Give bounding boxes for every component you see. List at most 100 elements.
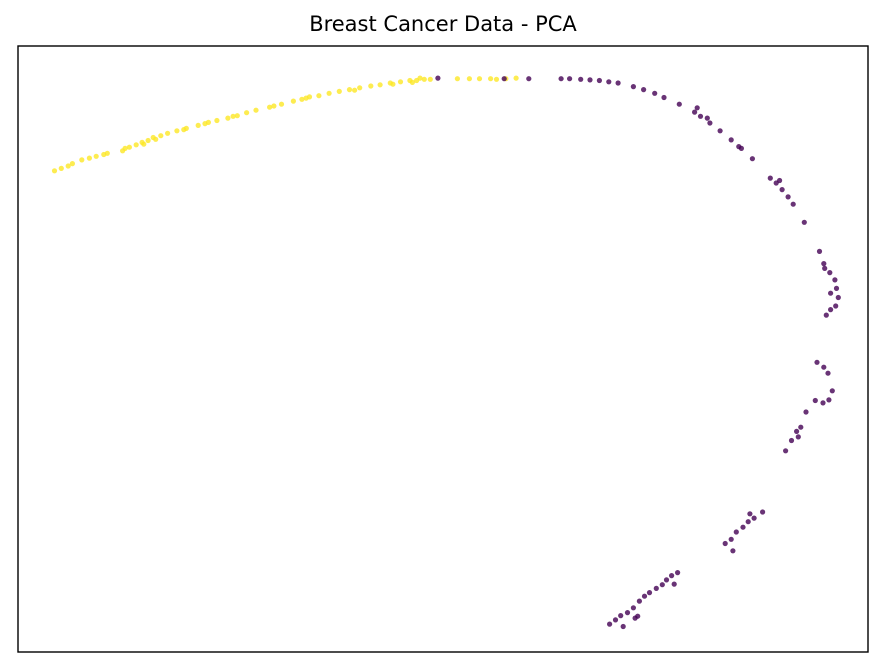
scatter-point: [641, 87, 647, 93]
scatter-point: [141, 141, 147, 147]
scatter-point: [417, 75, 423, 81]
scatter-point: [596, 77, 603, 84]
scatter-point: [814, 359, 820, 365]
scatter-point: [812, 397, 818, 404]
scatter-point: [653, 585, 659, 592]
scatter-point: [104, 150, 110, 156]
scatter-point: [833, 285, 840, 291]
scatter-point: [278, 101, 285, 107]
scatter-point: [488, 76, 494, 82]
scatter-point: [675, 570, 681, 576]
scatter-point: [501, 76, 507, 82]
scatter-point: [728, 536, 734, 542]
chart-title: Breast Cancer Data - PCA: [309, 12, 577, 36]
scatter-point: [733, 529, 739, 535]
scatter-point: [730, 548, 736, 554]
scatter-point: [181, 127, 187, 133]
scatter-point: [825, 370, 831, 376]
scatter-point: [632, 615, 638, 621]
scatter-point: [798, 424, 804, 430]
scatter-point: [747, 511, 753, 517]
scatter-point: [234, 113, 240, 119]
scatter-point: [122, 145, 128, 151]
scatter-point: [316, 93, 322, 99]
scatter-point: [785, 194, 791, 200]
scatter-point: [69, 161, 75, 167]
scatter-point: [153, 136, 159, 142]
scatter-point: [612, 617, 619, 623]
scatter-point: [326, 90, 332, 96]
scatter-point: [717, 128, 723, 134]
scatter-point: [624, 610, 631, 616]
scatter-point: [832, 277, 838, 283]
scatter-point: [336, 88, 342, 94]
scatter-point: [692, 109, 698, 115]
scatter-point: [821, 261, 827, 267]
scatter-point: [271, 103, 277, 109]
scatter-point: [816, 248, 823, 254]
scatter-point: [671, 581, 677, 587]
scatter-point: [767, 175, 773, 181]
scatter-point: [79, 157, 85, 163]
scatter-point: [659, 582, 665, 588]
data-points: [51, 75, 841, 630]
scatter-point: [728, 137, 734, 143]
scatter-point: [833, 303, 839, 309]
scatter-point: [377, 82, 383, 88]
scatter-point: [663, 577, 670, 583]
scatter-point: [620, 623, 626, 630]
scatter-point: [636, 598, 643, 604]
scatter-point: [760, 509, 766, 515]
scatter-point: [427, 76, 433, 82]
scatter-point: [615, 80, 621, 86]
scatter-point: [618, 613, 624, 619]
scatter-point: [652, 90, 658, 96]
scatter-point: [835, 294, 841, 301]
scatter-point: [790, 201, 796, 207]
scatter-point: [299, 96, 305, 102]
scatter-point: [694, 105, 700, 111]
scatter-point: [829, 388, 835, 394]
scatter-point: [303, 95, 309, 101]
scatter-point: [783, 448, 789, 454]
scatter-point: [352, 87, 358, 93]
scatter-point: [58, 165, 64, 171]
scatter-point: [827, 270, 833, 276]
scatter-point: [409, 79, 415, 85]
scatter-point: [821, 364, 827, 370]
scatter-point: [133, 142, 139, 148]
scatter-point: [777, 177, 783, 184]
scatter-point: [661, 94, 667, 101]
scatter-point: [795, 434, 801, 440]
scatter-point: [476, 76, 483, 82]
scatter-point: [454, 76, 460, 82]
scatter-point: [676, 101, 682, 107]
plot-frame: [17, 45, 869, 653]
scatter-point: [704, 115, 710, 121]
scatter-point: [202, 121, 208, 127]
scatter-point: [126, 144, 132, 150]
scatter-point: [823, 312, 829, 318]
scatter-point: [751, 515, 757, 521]
scatter-point: [794, 428, 800, 434]
scatter-point: [225, 115, 231, 121]
scatter-point: [646, 590, 653, 596]
scatter-point: [587, 77, 593, 83]
scatter-point: [244, 110, 250, 116]
scatter-point: [513, 75, 519, 81]
scatter-point: [779, 187, 785, 193]
scatter-point: [86, 155, 92, 161]
scatter-point: [421, 76, 427, 82]
scatter-point: [607, 621, 613, 627]
scatter-point: [65, 163, 71, 169]
scatter-point: [466, 76, 472, 82]
scatter-point: [828, 290, 834, 296]
scatter-point: [697, 113, 704, 119]
scatter-point: [828, 307, 834, 313]
scatter-point: [253, 107, 259, 113]
scatter-point: [567, 76, 573, 82]
scatter-point: [578, 76, 584, 82]
scatter-point: [357, 85, 363, 91]
scatter-point: [93, 153, 99, 159]
scatter-point: [606, 79, 612, 85]
